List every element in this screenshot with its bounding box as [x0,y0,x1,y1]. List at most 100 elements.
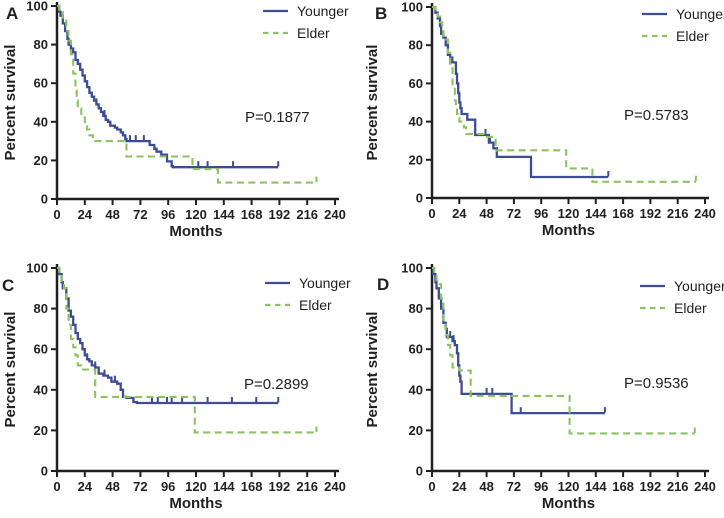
panel-B-chart: 0 20 40 60 80 100 0 24 48 72 96 120 144 168 192 216 240 M… [364,0,724,239]
y-tick-group: 0 20 40 60 80 100 [26,261,57,479]
younger-curve [431,266,605,415]
panel-A-chart: 0 20 40 60 80 100 0 24 48 72 96 120 144 168 192 216 240 M… [2,0,349,240]
x-tick-label: 192 [269,207,291,222]
y-tick-label: 100 [401,261,423,276]
x-axis-label: Months [542,495,595,512]
legend-younger-label: Younger [674,278,724,294]
x-tick-label: 216 [667,479,689,494]
y-axis-label: Percent survival [2,45,19,161]
y-axis-label: Percent survival [364,45,381,161]
younger-censor-ticks [95,98,280,167]
y-tick-group: 0 20 40 60 80 100 [401,261,432,479]
x-tick-label: 144 [213,479,235,494]
legend: Younger Elder [640,278,724,316]
p-value: P=0.9536 [624,375,689,392]
elder-curve [57,266,317,434]
x-axis-label: Months [542,222,595,239]
x-tick-label: 144 [585,479,607,494]
panel-B: 0 20 40 60 80 100 0 24 48 72 96 120 144 168 192 216 240 M… [362,0,724,259]
x-tick-label: 24 [452,479,467,494]
y-tick-label: 0 [41,464,48,479]
x-tick-label: 48 [105,207,119,222]
x-tick-label: 72 [507,206,521,221]
x-tick-label: 72 [507,479,521,494]
x-tick-label: 216 [296,479,318,494]
panel-D: 0 20 40 60 80 100 0 24 48 72 96 120 144 168 192 216 240 M… [362,259,724,518]
x-tick-label: 24 [78,207,93,222]
y-tick-label: 60 [409,76,423,91]
y-tick-label: 20 [409,423,423,438]
younger-curve [57,266,279,405]
y-tick-label: 80 [34,301,48,316]
x-tick-label: 96 [161,207,175,222]
x-tick-label: 144 [213,207,235,222]
x-tick-label: 120 [185,479,207,494]
y-tick-label: 60 [409,342,423,357]
x-tick-label: 168 [612,479,634,494]
x-tick-group: 0 24 48 72 96 120 144 168 192 216 240 [428,198,716,221]
legend: Younger Elder [265,275,351,313]
y-tick-label: 20 [34,423,48,438]
p-value: P=0.1877 [245,109,310,126]
panel-letter: A [6,4,18,23]
x-tick-label: 144 [585,206,607,221]
y-tick-label: 20 [409,152,423,167]
p-value: P=0.5783 [624,107,689,124]
y-tick-group: 0 20 40 60 80 100 [26,0,57,207]
elder-curve [57,4,317,184]
y-tick-label: 0 [416,464,423,479]
x-tick-label: 0 [428,206,435,221]
panel-D-chart: 0 20 40 60 80 100 0 24 48 72 96 120 144 168 192 216 240 M… [364,261,724,513]
panel-letter: C [2,276,14,295]
x-tick-label: 168 [241,207,263,222]
x-tick-label: 0 [428,479,435,494]
x-tick-label: 0 [53,479,60,494]
x-tick-label: 192 [640,206,662,221]
x-tick-label: 240 [694,206,716,221]
y-tick-label: 100 [26,0,48,14]
x-tick-label: 168 [241,479,263,494]
y-tick-label: 20 [34,153,48,168]
panel-A: 0 20 40 60 80 100 0 24 48 72 96 120 144 168 192 216 240 M… [0,0,362,259]
x-tick-label: 72 [133,207,147,222]
x-tick-label: 120 [558,479,580,494]
y-tick-label: 40 [34,382,48,397]
y-tick-label: 80 [34,37,48,52]
y-tick-label: 60 [34,342,48,357]
y-tick-label: 100 [401,0,423,15]
x-tick-label: 240 [694,479,716,494]
x-tick-label: 240 [324,479,346,494]
y-tick-label: 80 [409,38,423,53]
y-tick-label: 60 [34,76,48,91]
panel-letter: D [377,275,389,294]
y-tick-label: 40 [409,382,423,397]
younger-curve [57,4,279,169]
legend-elder-label: Elder [299,297,332,313]
y-tick-label: 80 [409,301,423,316]
x-tick-label: 96 [534,479,548,494]
x-tick-label: 48 [105,479,119,494]
x-tick-group: 0 24 48 72 96 120 144 168 192 216 240 [53,471,346,494]
legend-younger-label: Younger [676,6,724,22]
y-tick-label: 0 [416,191,423,206]
x-tick-label: 24 [78,479,93,494]
x-tick-label: 24 [452,206,467,221]
x-tick-label: 240 [324,207,346,222]
y-tick-group: 0 20 40 60 80 100 [401,0,432,206]
panel-C-chart: 0 20 40 60 80 100 0 24 48 72 96 120 144 168 192 216 240 M… [2,261,351,513]
panel-letter: B [375,4,387,23]
legend: Younger Elder [263,3,349,41]
younger-curve [432,5,609,179]
x-tick-label: 168 [612,206,634,221]
y-tick-label: 0 [41,192,48,207]
legend-younger-label: Younger [299,275,351,291]
x-tick-group: 0 24 48 72 96 120 144 168 192 216 240 [53,199,346,222]
legend-younger-label: Younger [297,3,349,19]
x-tick-label: 96 [161,479,175,494]
x-axis-label: Months [169,495,222,512]
younger-censor-ticks [86,353,280,403]
x-tick-label: 48 [479,206,493,221]
x-tick-label: 96 [534,206,548,221]
panel-C: 0 20 40 60 80 100 0 24 48 72 96 120 144 168 192 216 240 M… [0,259,362,518]
